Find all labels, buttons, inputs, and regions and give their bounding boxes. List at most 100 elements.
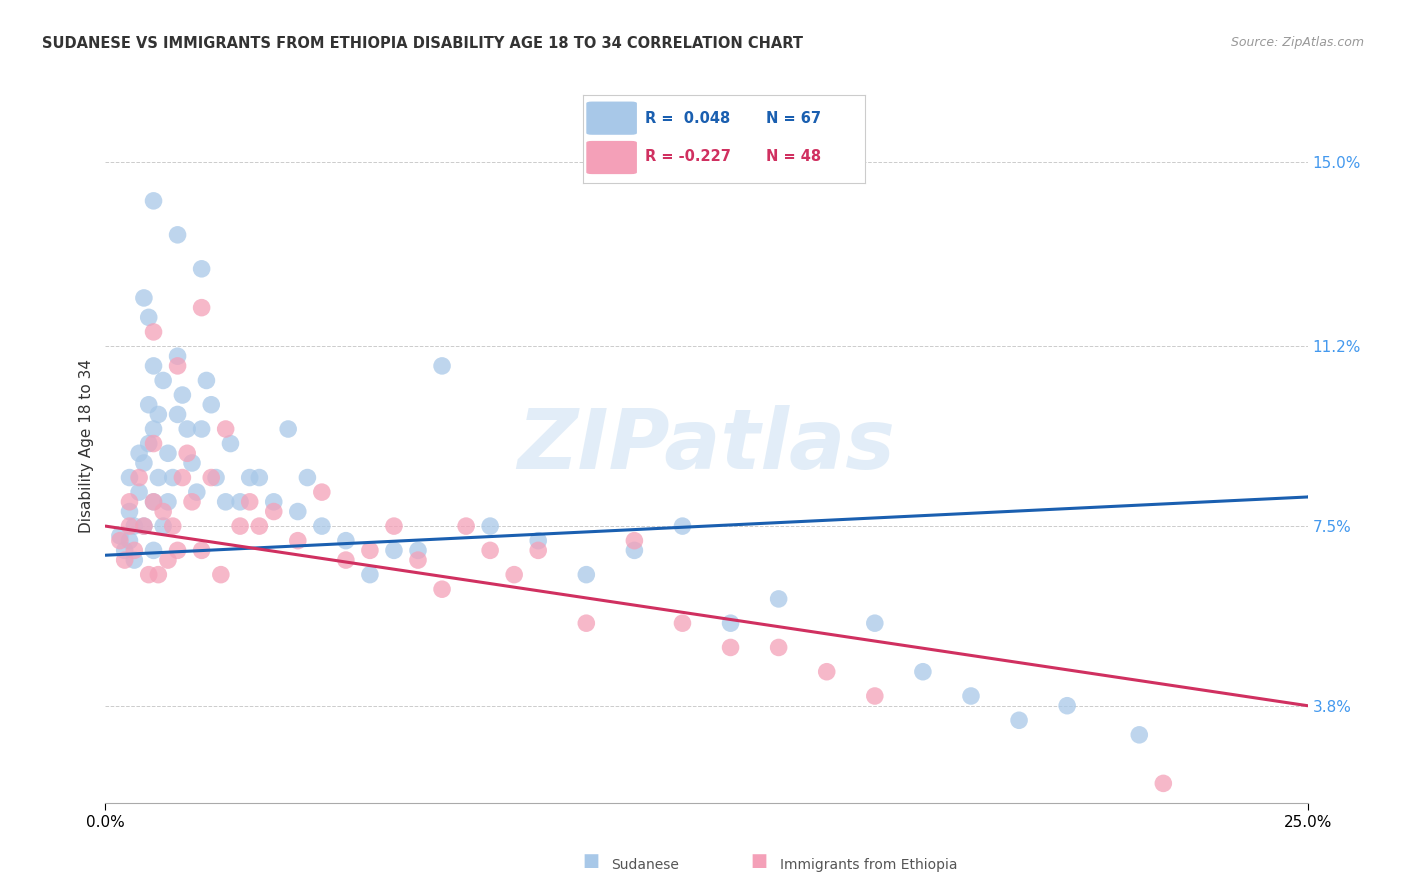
FancyBboxPatch shape xyxy=(586,141,637,174)
Point xyxy=(311,519,333,533)
Point xyxy=(166,359,188,373)
Point xyxy=(190,422,212,436)
Point xyxy=(720,616,742,631)
Point xyxy=(1152,776,1174,790)
Text: Sudanese: Sudanese xyxy=(612,858,679,872)
Text: N = 67: N = 67 xyxy=(766,111,821,126)
Point xyxy=(162,470,184,484)
Point xyxy=(148,567,170,582)
Point xyxy=(815,665,838,679)
Point xyxy=(214,422,236,436)
Point xyxy=(720,640,742,655)
Point xyxy=(138,436,160,450)
Point xyxy=(239,495,262,509)
Point xyxy=(128,446,150,460)
Point xyxy=(263,504,285,518)
Point xyxy=(406,553,429,567)
Point xyxy=(156,446,179,460)
Point xyxy=(118,495,141,509)
Point xyxy=(247,470,270,484)
Point xyxy=(166,408,188,422)
Point xyxy=(229,519,252,533)
Point xyxy=(142,422,165,436)
Point xyxy=(311,485,333,500)
Point xyxy=(195,374,218,388)
Point xyxy=(911,665,934,679)
Point xyxy=(142,495,165,509)
Point xyxy=(172,388,194,402)
Point xyxy=(382,543,405,558)
Point xyxy=(575,616,598,631)
Point xyxy=(277,422,299,436)
Point xyxy=(166,543,188,558)
Point xyxy=(768,640,790,655)
Point xyxy=(287,504,309,518)
Point xyxy=(297,470,319,484)
Point xyxy=(960,689,983,703)
Point xyxy=(219,436,242,450)
Point xyxy=(124,553,146,567)
Point xyxy=(138,567,160,582)
Point xyxy=(181,456,204,470)
Point xyxy=(132,456,155,470)
Point xyxy=(229,495,252,509)
Point xyxy=(1008,713,1031,727)
Point xyxy=(148,470,170,484)
Point xyxy=(181,495,204,509)
Text: Immigrants from Ethiopia: Immigrants from Ethiopia xyxy=(780,858,957,872)
Text: Source: ZipAtlas.com: Source: ZipAtlas.com xyxy=(1230,36,1364,49)
Point xyxy=(118,519,141,533)
Point xyxy=(768,591,790,606)
Point xyxy=(335,553,357,567)
Point xyxy=(124,519,146,533)
Point xyxy=(430,359,453,373)
Text: R =  0.048: R = 0.048 xyxy=(645,111,731,126)
Point xyxy=(132,519,155,533)
Point xyxy=(138,310,160,325)
Point xyxy=(128,485,150,500)
Point xyxy=(172,470,194,484)
Point xyxy=(142,194,165,208)
Y-axis label: Disability Age 18 to 34: Disability Age 18 to 34 xyxy=(79,359,94,533)
Point xyxy=(671,519,693,533)
Point xyxy=(118,533,141,548)
Point xyxy=(335,533,357,548)
Point xyxy=(162,519,184,533)
Point xyxy=(527,543,550,558)
Point xyxy=(186,485,208,500)
Text: ■: ■ xyxy=(751,852,768,870)
Point xyxy=(118,504,141,518)
Point xyxy=(114,543,136,558)
Point xyxy=(359,567,381,582)
Point xyxy=(623,533,645,548)
Text: N = 48: N = 48 xyxy=(766,149,821,164)
Text: R = -0.227: R = -0.227 xyxy=(645,149,731,164)
Point xyxy=(406,543,429,558)
Point xyxy=(176,422,198,436)
Point xyxy=(132,291,155,305)
Point xyxy=(239,470,262,484)
Point xyxy=(247,519,270,533)
Point xyxy=(156,495,179,509)
Point xyxy=(430,582,453,597)
Point xyxy=(1128,728,1150,742)
Point xyxy=(166,349,188,363)
Point xyxy=(527,533,550,548)
Point xyxy=(503,567,526,582)
Point xyxy=(118,470,141,484)
Point xyxy=(142,325,165,339)
Point xyxy=(124,543,146,558)
Point xyxy=(114,553,136,567)
Point xyxy=(166,227,188,242)
FancyBboxPatch shape xyxy=(586,102,637,135)
Point xyxy=(671,616,693,631)
Point xyxy=(287,533,309,548)
Point xyxy=(479,519,502,533)
Point xyxy=(479,543,502,558)
Point xyxy=(359,543,381,558)
Text: SUDANESE VS IMMIGRANTS FROM ETHIOPIA DISABILITY AGE 18 TO 34 CORRELATION CHART: SUDANESE VS IMMIGRANTS FROM ETHIOPIA DIS… xyxy=(42,36,803,51)
Point xyxy=(214,495,236,509)
Point xyxy=(575,567,598,582)
Point xyxy=(156,553,179,567)
Point xyxy=(148,408,170,422)
